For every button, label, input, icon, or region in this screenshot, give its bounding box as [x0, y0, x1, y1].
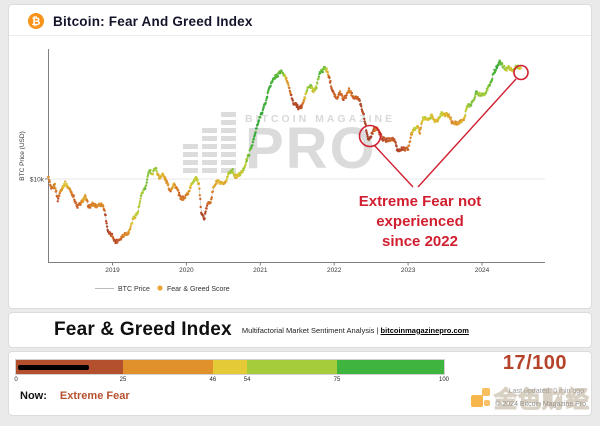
annotation-line-3: since 2022	[382, 232, 458, 250]
now-label: Now:	[20, 390, 47, 402]
annotation-text: Extreme Fear not experienced since 2022	[330, 192, 510, 252]
panel-title: Fear & Greed Index	[54, 319, 232, 340]
panel-subtitle: Multifactorial Market Sentiment Analysis…	[242, 326, 469, 335]
page-title: Bitcoin: Fear And Greed Index	[53, 13, 253, 29]
chart-card: ₿ Bitcoin: Fear And Greed Index BITCOIN …	[8, 4, 592, 309]
svg-text:BTC Price: BTC Price	[118, 286, 150, 293]
gauge-card: 0 25 46 54 75 100 17/100 Now: Extreme Fear	[8, 351, 592, 416]
gauge-tick-75: 75	[333, 377, 341, 383]
gauge-tick-25: 25	[119, 377, 127, 383]
svg-text:2023: 2023	[401, 267, 416, 274]
gauge-segment-neutral	[212, 360, 248, 374]
gauge-tick-54: 54	[243, 377, 251, 383]
svg-text:BTC Price (USD): BTC Price (USD)	[19, 131, 26, 180]
bitcoin-magazine-pro-watermark: BITCOIN MAGAZINE PRO	[183, 112, 396, 182]
gauge-tick-0: 0	[14, 377, 18, 383]
svg-text:$10k: $10k	[30, 177, 45, 184]
gauge-tick-100: 100	[438, 377, 450, 383]
gauge-segment-extreme-greed	[336, 360, 444, 374]
gauge-segment-fear	[123, 360, 213, 374]
watermark-text-pro: PRO	[245, 116, 377, 182]
gauge-segment-greed	[247, 360, 337, 374]
panel-title-card: Fear & Greed Index Multifactorial Market…	[8, 312, 592, 348]
svg-text:2020: 2020	[179, 267, 194, 274]
copyright-text: © 2024 Bitcoin Magazine Pro.	[495, 401, 588, 408]
annotation-line-1: Extreme Fear not	[358, 193, 482, 210]
chart-card-header: ₿ Bitcoin: Fear And Greed Index	[9, 5, 591, 36]
gauge-tick-labels: 0 25 46 54 75 100	[9, 377, 591, 385]
now-row: Now: Extreme Fear	[20, 390, 130, 402]
last-updated-text: Last updated: 0 min ago	[508, 388, 584, 395]
svg-text:Fear & Greed Score: Fear & Greed Score	[167, 286, 230, 293]
annotation-line-2: experienced	[376, 212, 464, 230]
svg-text:2019: 2019	[105, 267, 120, 274]
site-link[interactable]: bitcoinmagazinepro.com	[380, 325, 469, 335]
svg-text:2021: 2021	[253, 267, 268, 274]
panel-subtitle-separator: |	[376, 325, 379, 335]
svg-text:2024: 2024	[475, 267, 490, 274]
bmp-logo-icon	[183, 112, 236, 173]
svg-text:2022: 2022	[327, 267, 342, 274]
gauge-tick-46: 46	[209, 377, 217, 383]
score-value: 17/100	[502, 352, 567, 374]
bitcoin-icon: ₿	[28, 13, 44, 29]
chart-area: BITCOIN MAGAZINE PRO $10k BTC Price (USD)…	[9, 36, 591, 308]
fear-greed-price-chart: $10k BTC Price (USD) 2019 2020 2021 2022 2023 2…	[19, 49, 545, 293]
gauge-current-value-indicator	[18, 364, 89, 370]
now-sentiment-value: Extreme Fear	[59, 390, 130, 402]
panel-subtitle-text: Multifactorial Market Sentiment Analysis	[241, 325, 375, 335]
watermark-text-top: BITCOIN MAGAZINE	[245, 113, 396, 126]
